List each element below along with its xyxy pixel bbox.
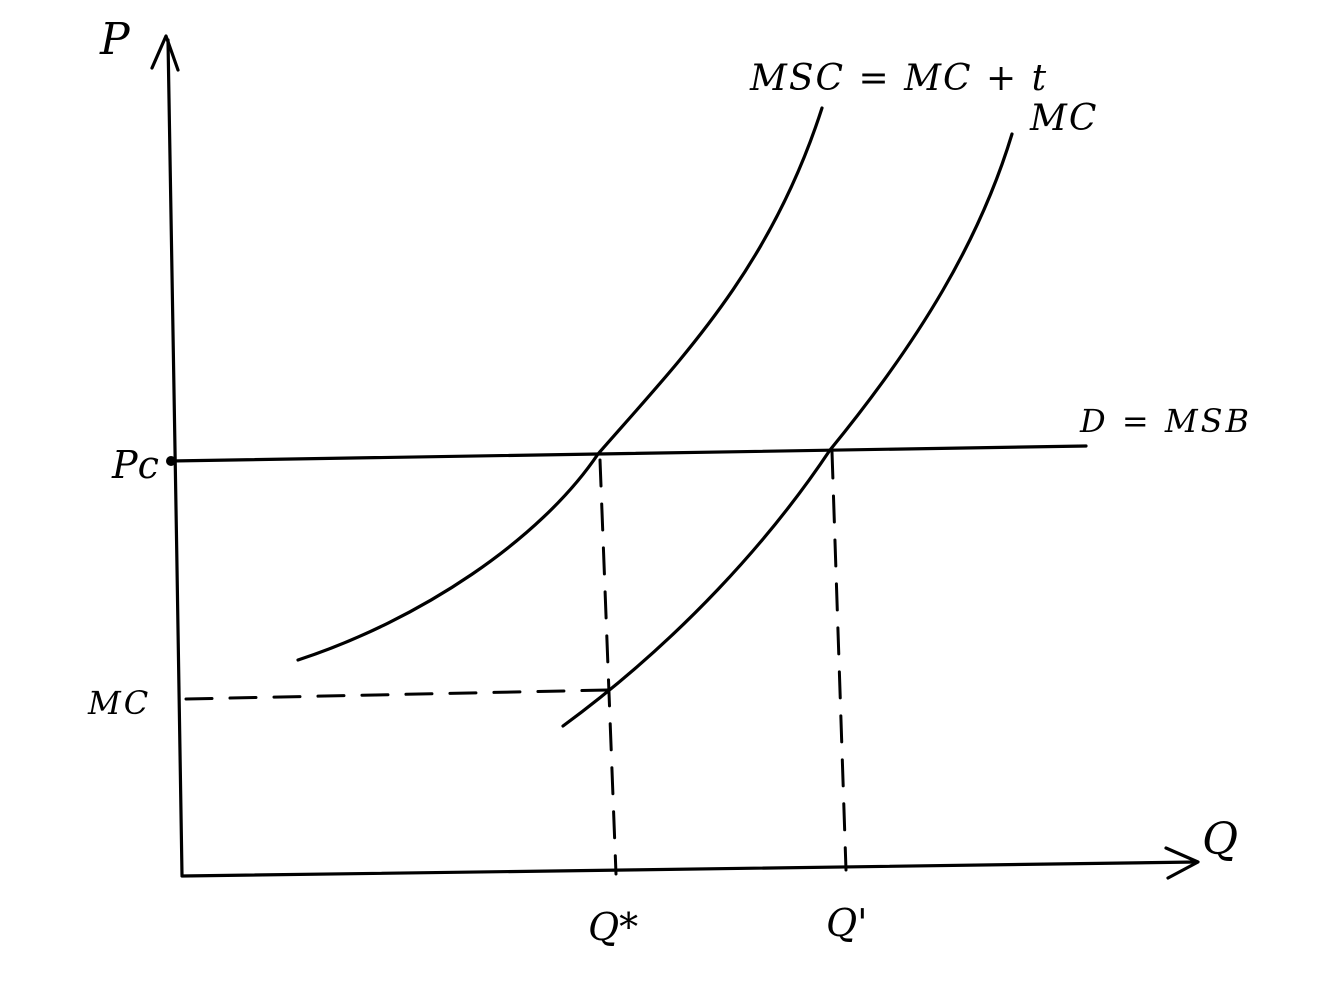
y-axis-label: P	[99, 14, 131, 65]
q-star-label: Q*	[588, 905, 638, 949]
msc-curve	[296, 106, 824, 662]
mc-level-dashed-line	[184, 688, 610, 701]
q-star-dashed-line	[598, 458, 618, 876]
demand-line	[168, 444, 1088, 463]
q-prime-label: Q'	[826, 901, 868, 945]
y-axis	[150, 34, 184, 877]
pc-point	[166, 456, 176, 466]
mc-level-label: MC	[87, 684, 151, 722]
x-axis-arrowhead	[1164, 846, 1200, 880]
mc-curve	[561, 132, 1014, 728]
q-prime-dashed-line	[830, 450, 848, 872]
x-axis	[180, 846, 1200, 880]
msc-curve-label: MSC = MC + t	[749, 58, 1048, 99]
demand-curve-label: D = MSB	[1079, 402, 1252, 440]
mc-curve-label: MC	[1029, 98, 1098, 139]
x-axis-label: Q	[1202, 814, 1238, 865]
y-axis-arrowhead	[150, 34, 180, 72]
pc-label: Pc	[111, 443, 159, 487]
